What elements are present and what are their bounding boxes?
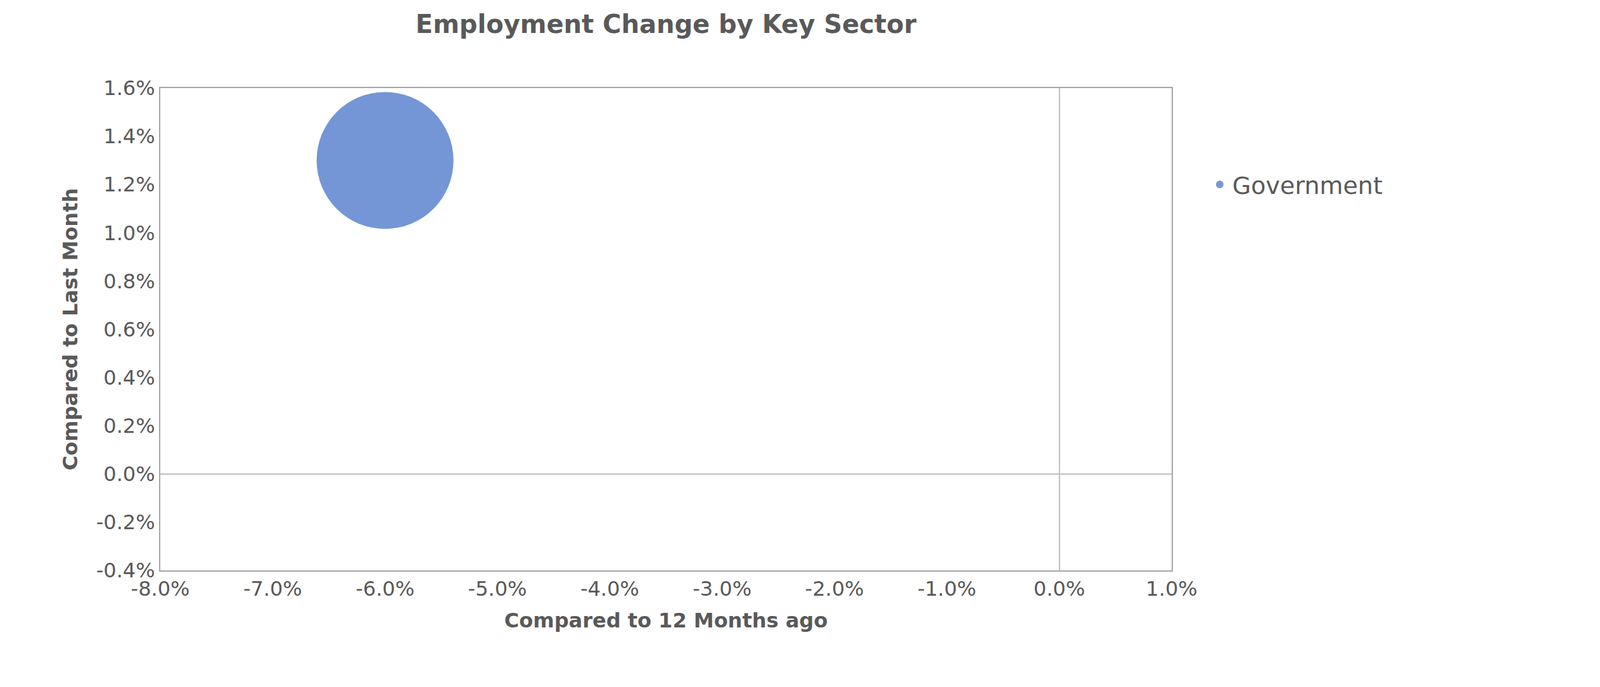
svg-text:1.6%: 1.6% — [103, 76, 155, 101]
svg-text:0.0%: 0.0% — [1033, 576, 1085, 601]
svg-text:-7.0%: -7.0% — [243, 576, 303, 601]
svg-text:-2.0%: -2.0% — [805, 576, 865, 601]
svg-text:0.0%: 0.0% — [103, 461, 155, 487]
svg-text:-4.0%: -4.0% — [580, 576, 640, 601]
svg-text:0.6%: 0.6% — [103, 317, 155, 342]
svg-text:Compared to Last Month: Compared to Last Month — [58, 188, 83, 471]
svg-text:-3.0%: -3.0% — [692, 576, 752, 601]
svg-text:-8.0%: -8.0% — [131, 576, 191, 601]
svg-text:1.4%: 1.4% — [103, 124, 155, 149]
svg-text:1.0%: 1.0% — [103, 221, 155, 246]
svg-text:0.8%: 0.8% — [103, 269, 155, 294]
svg-text:1.0%: 1.0% — [1145, 576, 1197, 601]
svg-text:-6.0%: -6.0% — [355, 576, 415, 601]
svg-text:-0.2%: -0.2% — [96, 510, 156, 535]
svg-text:Employment Change by Key Secto: Employment Change by Key Sector — [415, 9, 917, 39]
svg-text:0.4%: 0.4% — [103, 365, 155, 390]
svg-text:-1.0%: -1.0% — [917, 576, 977, 601]
svg-text:Compared to 12 Months ago: Compared to 12 Months ago — [504, 608, 828, 633]
svg-text:-5.0%: -5.0% — [468, 576, 528, 601]
svg-text:-0.4%: -0.4% — [96, 558, 156, 583]
svg-text:1.2%: 1.2% — [103, 172, 155, 197]
svg-text:Government: Government — [1232, 171, 1383, 200]
svg-text:0.2%: 0.2% — [103, 413, 155, 438]
